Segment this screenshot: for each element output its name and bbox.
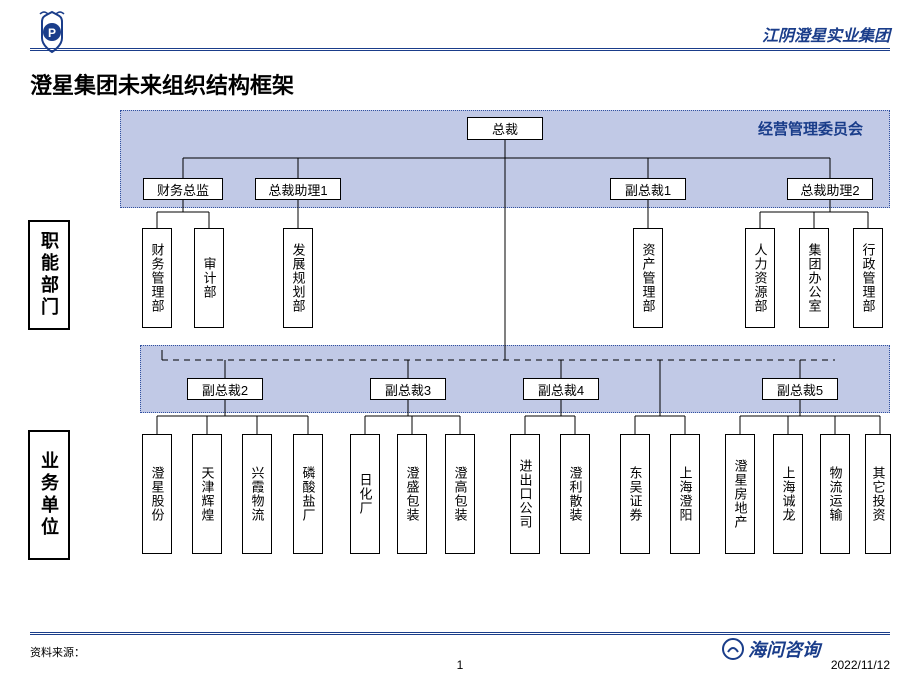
node-ceo: 总裁 bbox=[467, 117, 543, 140]
consultant-logo-icon bbox=[722, 638, 744, 660]
side-label-business: 业务单位 bbox=[28, 430, 70, 560]
side-label-functional: 职能部门 bbox=[28, 220, 70, 330]
node-cfo: 财务总监 bbox=[143, 178, 223, 200]
bu-7: 进出口公司 bbox=[510, 434, 540, 554]
bu-14: 其它投资 bbox=[865, 434, 891, 554]
company-logo-icon: P bbox=[30, 10, 74, 59]
dept-devplan: 发展规划部 bbox=[283, 228, 313, 328]
bu-3: 磷酸盐厂 bbox=[293, 434, 323, 554]
footer-source: 资料来源： bbox=[30, 644, 85, 660]
bu-10: 上海澄阳 bbox=[670, 434, 700, 554]
node-asst1: 总裁助理1 bbox=[255, 178, 341, 200]
slide-title: 澄星集团未来组织结构框架 bbox=[30, 68, 294, 100]
bu-9: 东吴证券 bbox=[620, 434, 650, 554]
footer-divider bbox=[30, 632, 890, 635]
bu-6: 澄高包装 bbox=[445, 434, 475, 554]
node-asst2: 总裁助理2 bbox=[787, 178, 873, 200]
footer-page-number: 1 bbox=[457, 658, 464, 672]
bu-2: 兴霞物流 bbox=[242, 434, 272, 554]
bu-12: 上海诚龙 bbox=[773, 434, 803, 554]
footer-consultant-logo: 海问咨询 bbox=[722, 636, 820, 662]
bu-1: 天津辉煌 bbox=[192, 434, 222, 554]
node-vp3: 副总裁3 bbox=[370, 378, 446, 400]
dept-hr: 人力资源部 bbox=[745, 228, 775, 328]
node-vp4: 副总裁4 bbox=[523, 378, 599, 400]
header-divider bbox=[30, 48, 890, 51]
dept-admin: 行政管理部 bbox=[853, 228, 883, 328]
header-company-name: 江阴澄星实业集团 bbox=[762, 22, 890, 46]
dept-audit: 审计部 bbox=[194, 228, 224, 328]
dept-asset: 资产管理部 bbox=[633, 228, 663, 328]
node-vp1: 副总裁1 bbox=[610, 178, 686, 200]
node-vp5: 副总裁5 bbox=[762, 378, 838, 400]
bu-13: 物流运输 bbox=[820, 434, 850, 554]
org-chart: 经营管理委员会 bbox=[30, 100, 890, 610]
slide-page: P 江阴澄星实业集团 澄星集团未来组织结构框架 经营管理委员会 bbox=[0, 0, 920, 690]
node-vp2: 副总裁2 bbox=[187, 378, 263, 400]
bu-5: 澄盛包装 bbox=[397, 434, 427, 554]
bu-8: 澄利散装 bbox=[560, 434, 590, 554]
bu-4: 日化厂 bbox=[350, 434, 380, 554]
dept-finance: 财务管理部 bbox=[142, 228, 172, 328]
bu-11: 澄星房地产 bbox=[725, 434, 755, 554]
header-bar: P 江阴澄星实业集团 bbox=[0, 10, 920, 60]
dept-office: 集团办公室 bbox=[799, 228, 829, 328]
bu-0: 澄星股份 bbox=[142, 434, 172, 554]
footer-consultant-name: 海问咨询 bbox=[748, 636, 820, 662]
svg-text:P: P bbox=[48, 26, 56, 40]
committee-label: 经营管理委员会 bbox=[758, 118, 863, 139]
footer-date: 2022/11/12 bbox=[831, 658, 890, 672]
